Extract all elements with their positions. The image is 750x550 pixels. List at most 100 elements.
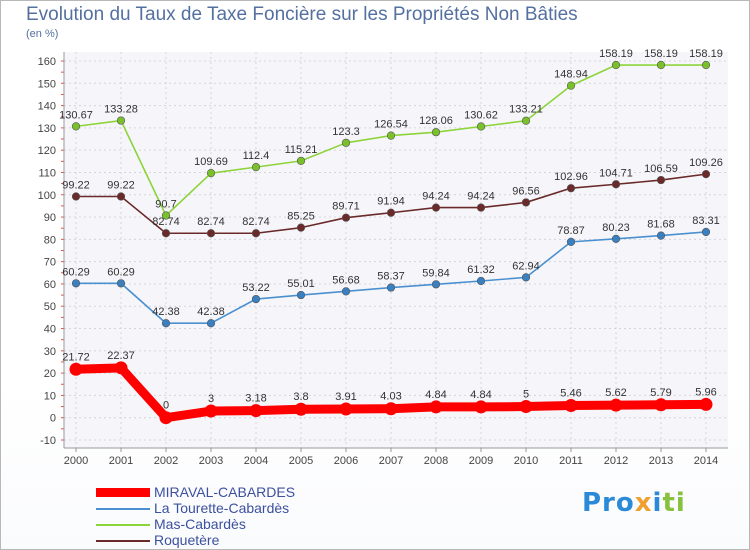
- data-label: 5.46: [560, 388, 581, 400]
- legend-swatch-miraval: [96, 488, 150, 497]
- legend-item-miraval: MIRAVAL-CABARDES: [96, 484, 416, 500]
- data-label: 22.37: [107, 350, 135, 362]
- data-label: 80.23: [602, 222, 630, 234]
- data-label: 109.69: [194, 156, 228, 168]
- data-point: [204, 404, 218, 418]
- y-axis: -10 0 10 20 30 40 50 60 70 80 90 100 110 120 130 140 150…: [38, 52, 65, 448]
- data-label: 56.68: [332, 274, 360, 286]
- data-label: 96.56: [512, 185, 540, 197]
- legend-item-roquetere: Roquetère: [96, 532, 416, 548]
- y-tick-label: 0: [50, 413, 56, 425]
- data-point: [341, 138, 351, 147]
- data-point: [656, 60, 666, 70]
- data-point: [564, 399, 578, 413]
- y-tick-label: 60: [44, 279, 56, 291]
- data-label: 106.59: [644, 163, 678, 175]
- y-tick-label: 80: [44, 234, 56, 246]
- data-label: 102.96: [554, 171, 588, 183]
- data-label: 53.22: [242, 282, 270, 294]
- legend-swatch-roquetere: [96, 540, 150, 542]
- data-point: [656, 231, 666, 240]
- data-label: 85.25: [287, 211, 315, 223]
- data-label: 126.54: [374, 119, 408, 131]
- x-tick-label: 2001: [109, 455, 133, 467]
- data-point: [251, 294, 261, 304]
- data-label: 148.94: [554, 69, 588, 81]
- data-label: 123.3: [332, 126, 360, 138]
- y-axis-unit-label: (en %): [26, 28, 59, 40]
- x-axis: 2000 2001 2002 2003 2004 2005 2006 2007 2008 2009…: [64, 447, 728, 467]
- data-label: 158.19: [644, 48, 678, 60]
- y-tick-label: 160: [38, 56, 56, 68]
- data-label: 133.28: [104, 104, 138, 116]
- x-tick-label: 2008: [424, 455, 448, 467]
- y-tick-label: 70: [44, 257, 56, 269]
- data-point: [654, 398, 668, 412]
- data-label: 5.62: [605, 387, 626, 399]
- data-label: 0: [163, 400, 169, 412]
- x-tick-label: 2012: [604, 455, 628, 467]
- legend-label-roquetere: Roquetère: [154, 532, 220, 548]
- y-tick-label: 20: [44, 368, 56, 380]
- data-point: [161, 229, 171, 238]
- data-point: [431, 203, 441, 212]
- data-label: 3: [208, 393, 214, 405]
- data-label: 112.4: [243, 150, 270, 162]
- data-point: [429, 400, 443, 414]
- data-label: 78.87: [557, 225, 585, 237]
- series-la-tourette-cabardes: 60.29 60.29 42.38 42.38 53.22 55.01 56.68 58.37…: [62, 215, 720, 328]
- data-label: 5.96: [695, 386, 716, 398]
- data-label: 42.38: [197, 306, 225, 318]
- data-point: [521, 116, 531, 125]
- series-miraval-cabardes: 21.72 22.37 0 3 3.18 3.8 3.91 4.03 4.84 4.84 5 5.46…: [62, 350, 717, 425]
- data-label: 60.29: [62, 266, 90, 278]
- x-tick-label: 2009: [469, 455, 493, 467]
- data-point: [609, 398, 623, 412]
- data-point: [701, 60, 711, 70]
- data-label: 90.7: [155, 198, 176, 210]
- data-point: [611, 234, 621, 243]
- legend-label-mas-cabardes: Mas-Cabardès: [154, 516, 246, 532]
- data-point: [116, 192, 126, 201]
- y-tick-label: 110: [38, 167, 56, 179]
- x-tick-label: 2014: [694, 455, 718, 467]
- data-label: 82.74: [152, 216, 180, 228]
- data-label: 133.21: [509, 104, 543, 116]
- x-tick-label: 2000: [64, 455, 88, 467]
- data-point: [341, 213, 351, 222]
- data-point: [161, 211, 171, 220]
- x-tick-label: 2011: [559, 455, 583, 467]
- data-point: [116, 116, 126, 125]
- data-point: [566, 237, 576, 246]
- y-tick-label: 120: [38, 145, 56, 157]
- data-point: [701, 170, 711, 179]
- data-point: [339, 402, 353, 416]
- data-label: 99.22: [107, 180, 135, 192]
- data-point: [611, 180, 621, 189]
- data-label: 4.84: [470, 389, 491, 401]
- y-tick-label: 90: [44, 212, 56, 224]
- x-tick-label: 2007: [379, 455, 403, 467]
- y-tick-label: -10: [40, 435, 56, 447]
- data-point: [566, 184, 576, 193]
- data-point: [206, 169, 216, 178]
- legend-label-miraval: MIRAVAL-CABARDES: [154, 484, 296, 500]
- data-point: [294, 402, 308, 416]
- data-point: [474, 400, 488, 414]
- data-point: [296, 156, 306, 165]
- data-label: 109.26: [689, 157, 723, 169]
- legend: MIRAVAL-CABARDES La Tourette-Cabardès Ma…: [96, 484, 416, 548]
- data-label: 83.31: [692, 215, 720, 227]
- data-label: 82.74: [197, 216, 225, 228]
- data-point: [701, 227, 711, 237]
- data-point: [161, 319, 171, 328]
- data-point: [521, 198, 531, 207]
- data-label: 130.62: [464, 110, 498, 122]
- data-label: 89.71: [332, 201, 360, 213]
- data-point: [114, 361, 128, 375]
- data-label: 94.24: [422, 191, 450, 203]
- data-point: [296, 290, 306, 300]
- data-point: [71, 279, 81, 288]
- data-point: [699, 397, 713, 411]
- data-point: [341, 287, 351, 296]
